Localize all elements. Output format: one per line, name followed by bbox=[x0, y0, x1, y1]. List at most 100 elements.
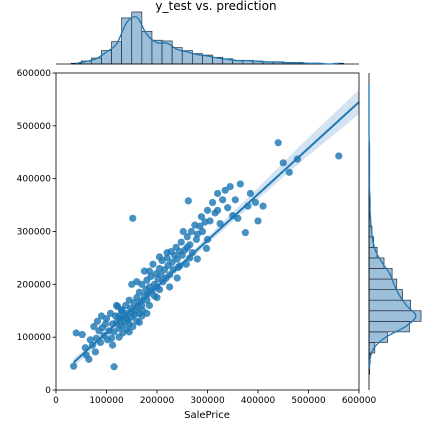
scatter-point bbox=[285, 168, 293, 176]
scatter-point bbox=[214, 189, 222, 198]
scatter-point bbox=[102, 315, 111, 323]
scatter-point bbox=[214, 206, 222, 214]
x-axis-label: SalePrice bbox=[184, 410, 230, 421]
scatter-point bbox=[108, 341, 117, 349]
scatter-point bbox=[163, 249, 171, 257]
y-tick-label: 400000 bbox=[17, 175, 52, 185]
scatter-point bbox=[279, 159, 287, 167]
scatter-point bbox=[125, 328, 133, 336]
scatter-point bbox=[78, 330, 86, 339]
scatter-point bbox=[254, 217, 262, 225]
scatter-point bbox=[224, 204, 232, 212]
x-tick-label: 200000 bbox=[140, 396, 175, 406]
scatter-point bbox=[110, 328, 118, 336]
scatter-point bbox=[118, 306, 126, 314]
scatter-point bbox=[202, 244, 211, 253]
scatter-point bbox=[91, 348, 99, 356]
right-hist-bar bbox=[368, 320, 410, 333]
scatter-point bbox=[153, 293, 161, 302]
top-hist-bar bbox=[121, 17, 133, 65]
x-tick-label: 600000 bbox=[342, 396, 377, 406]
y-tick-label: 100000 bbox=[17, 333, 52, 343]
scatter-point bbox=[145, 267, 154, 275]
scatter-point bbox=[259, 202, 267, 210]
scatter-point bbox=[129, 214, 137, 222]
x-tick-label: 300000 bbox=[190, 396, 225, 406]
scatter-point bbox=[133, 278, 141, 286]
scatter-panel: 0 100000 200000 300000 400000 500000 600000 0 1… bbox=[17, 69, 377, 406]
scatter-point bbox=[231, 196, 239, 204]
scatter-point bbox=[241, 228, 249, 237]
scatter-points bbox=[70, 139, 343, 371]
y-tick-label: 500000 bbox=[17, 122, 52, 132]
scatter-point bbox=[110, 363, 118, 371]
scatter-point bbox=[187, 227, 195, 236]
scatter-point bbox=[274, 139, 282, 147]
scatter-point bbox=[179, 227, 187, 236]
scatter-point bbox=[149, 260, 157, 268]
scatter-point bbox=[335, 152, 343, 160]
scatter-point bbox=[236, 180, 244, 188]
scatter-point bbox=[177, 238, 185, 246]
scatter-point bbox=[145, 301, 154, 310]
y-tick-label: 0 bbox=[45, 386, 51, 396]
y-tick-label: 200000 bbox=[17, 280, 52, 290]
scatter-point bbox=[193, 255, 201, 263]
scatter-point bbox=[93, 317, 102, 325]
scatter-point bbox=[140, 267, 148, 275]
scatter-point bbox=[234, 214, 242, 222]
scatter-point bbox=[129, 323, 137, 331]
scatter-point bbox=[219, 196, 227, 204]
top-hist-bar bbox=[111, 41, 123, 65]
top-marginal-histogram bbox=[56, 11, 359, 65]
scatter-point bbox=[90, 323, 98, 331]
top-hist-bar bbox=[131, 11, 143, 65]
scatter-point bbox=[246, 189, 255, 198]
chart-title: y_test vs. prediction bbox=[155, 0, 276, 13]
scatter-point bbox=[206, 217, 214, 225]
scatter-point bbox=[72, 329, 80, 337]
right-marginal-histogram bbox=[368, 73, 422, 390]
y-tick-label: 600000 bbox=[17, 69, 52, 79]
scatter-point bbox=[173, 255, 181, 263]
x-tick-label: 500000 bbox=[291, 396, 326, 406]
scatter-point bbox=[216, 219, 224, 228]
scatter-point bbox=[107, 334, 116, 342]
x-axis-ticks: 0 100000 200000 300000 400000 500000 600000 bbox=[53, 390, 376, 406]
top-hist-bar bbox=[151, 39, 163, 65]
scatter-point bbox=[115, 312, 123, 320]
scatter-point bbox=[183, 243, 191, 251]
scatter-point bbox=[70, 362, 78, 370]
scatter-point bbox=[203, 206, 212, 214]
scatter-point bbox=[183, 233, 191, 241]
regression-line bbox=[73, 101, 360, 364]
scatter-point bbox=[163, 254, 171, 262]
scatter-point bbox=[155, 253, 164, 261]
scatter-point bbox=[208, 198, 217, 207]
scatter-point bbox=[135, 318, 143, 326]
x-tick-label: 0 bbox=[53, 396, 59, 406]
right-hist-bar bbox=[368, 268, 393, 280]
right-hist-kde bbox=[368, 83, 417, 369]
regression-line-path bbox=[73, 101, 360, 364]
y-tick-label: 300000 bbox=[17, 228, 52, 238]
scatter-point bbox=[184, 197, 192, 205]
scatter-point bbox=[85, 355, 93, 363]
scatter-point bbox=[221, 186, 229, 194]
scatter-point bbox=[113, 301, 121, 310]
scatter-point bbox=[155, 286, 164, 294]
x-tick-label: 100000 bbox=[89, 396, 124, 406]
scatter-point bbox=[226, 182, 234, 191]
scatter-point bbox=[251, 198, 260, 207]
y-axis-ticks: 0 100000 200000 300000 400000 500000 600000 bbox=[17, 69, 56, 396]
top-hist-bar bbox=[141, 30, 153, 65]
scatter-point bbox=[193, 230, 201, 238]
scatter-point bbox=[197, 213, 206, 221]
scatter-point bbox=[135, 288, 143, 296]
scatter-point bbox=[143, 309, 151, 317]
scatter-point bbox=[173, 274, 181, 282]
x-tick-label: 400000 bbox=[241, 396, 276, 406]
scatter-point bbox=[166, 283, 174, 291]
top-hist-kde bbox=[76, 15, 339, 65]
